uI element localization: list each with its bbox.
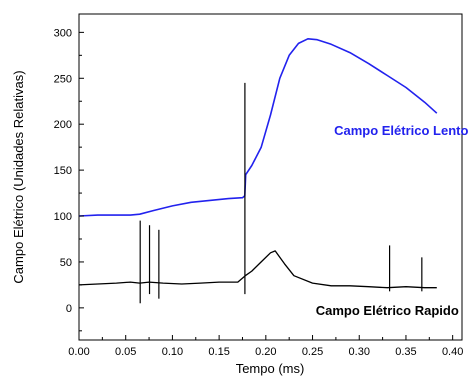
- x-tick-label: 0.00: [68, 346, 89, 358]
- x-tick-label: 0.30: [349, 346, 370, 358]
- x-tick-label: 0.05: [115, 346, 136, 358]
- x-tick-label: 0.20: [255, 346, 276, 358]
- x-tick-label: 0.15: [208, 346, 229, 358]
- axis-layer: 0.00 0.05 0.10 0.15 0.20 0.25 0.30 0.35 0.40 0 50 1…: [54, 27, 469, 358]
- plot-frame: [78, 13, 463, 341]
- x-tick-label: 0.35: [395, 346, 416, 358]
- x-tick-label: 0.40: [442, 346, 463, 358]
- fast-field-line: [78, 250, 437, 289]
- x-tick-label: 0.10: [162, 346, 183, 358]
- x-axis-label: Tempo (ms): [236, 361, 305, 376]
- y-tick-label: 300: [54, 27, 72, 39]
- y-tick-label: 0: [66, 303, 72, 315]
- y-axis-label: Campo Elétrico (Unidades Relativas): [11, 70, 26, 283]
- slow-field-annotation: Campo Elétrico Lento: [334, 123, 468, 138]
- y-tick-label: 100: [54, 211, 72, 223]
- y-tick-label: 250: [54, 73, 72, 85]
- y-tick-label: 50: [60, 257, 72, 269]
- y-tick-label: 150: [54, 165, 72, 177]
- x-tick-label: 0.25: [302, 346, 323, 358]
- slow-field-line: [78, 38, 438, 217]
- fast-field-annotation: Campo Elétrico Rapido: [316, 303, 459, 318]
- series-layer: [78, 38, 438, 304]
- y-tick-label: 200: [54, 119, 72, 131]
